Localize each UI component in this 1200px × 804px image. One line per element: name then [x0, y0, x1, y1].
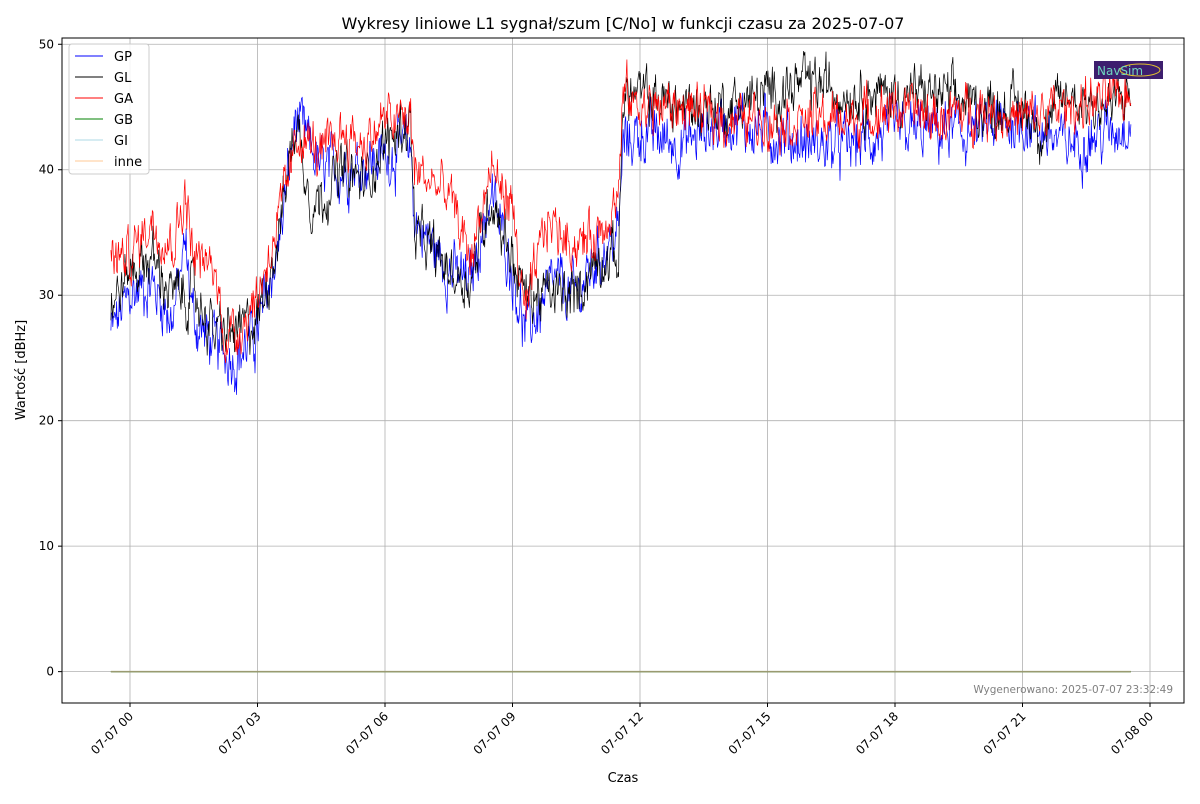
x-tick-label: 07-07 09: [471, 709, 519, 757]
series-lines: [110, 51, 1132, 673]
y-tick-label: 0: [46, 665, 54, 679]
series-line-ga: [110, 59, 1132, 364]
svg-text:NavSim: NavSim: [1097, 64, 1143, 78]
series-line-gl: [110, 51, 1132, 356]
x-tick-label: 07-07 21: [981, 709, 1029, 757]
legend-label: inne: [114, 155, 142, 170]
x-tick-label: 07-07 00: [88, 709, 136, 757]
legend-label: GI: [114, 134, 128, 149]
legend-label: GL: [114, 71, 132, 86]
legend-label: GP: [114, 50, 132, 65]
x-axis-ticks: 07-07 00 07-07 03 07-07 06 07-07 09 07-07 12…: [88, 703, 1156, 757]
y-tick-label: 20: [39, 414, 54, 428]
x-tick-label: 07-07 06: [343, 709, 391, 757]
x-axis-label: Czas: [608, 771, 639, 786]
series-line-gp: [110, 91, 1132, 395]
x-tick-label: 07-08 00: [1108, 709, 1156, 757]
legend-label: GA: [114, 92, 133, 107]
y-axis-label: Wartość [dBHz]: [14, 320, 29, 420]
legend: GP GL GA GB GI inne: [68, 43, 150, 175]
x-tick-label: 07-07 03: [216, 709, 264, 757]
plot-frame: [61, 37, 1185, 704]
chart-title: Wykresy liniowe L1 sygnał/szum [C/No] w …: [342, 14, 905, 33]
y-tick-label: 50: [39, 37, 54, 51]
x-tick-label: 07-07 18: [853, 709, 901, 757]
x-tick-label: 07-07 12: [598, 709, 646, 757]
generated-timestamp: Wygenerowano: 2025-07-07 23:32:49: [973, 684, 1173, 696]
y-tick-label: 30: [39, 288, 54, 302]
y-tick-label: 10: [39, 539, 54, 553]
navsim-logo: NavSim: [1094, 61, 1163, 79]
x-tick-label: 07-07 15: [726, 709, 774, 757]
y-tick-label: 40: [39, 163, 54, 177]
y-axis-ticks: 0 10 20 30 40 50: [39, 37, 62, 679]
legend-label: GB: [114, 113, 133, 128]
